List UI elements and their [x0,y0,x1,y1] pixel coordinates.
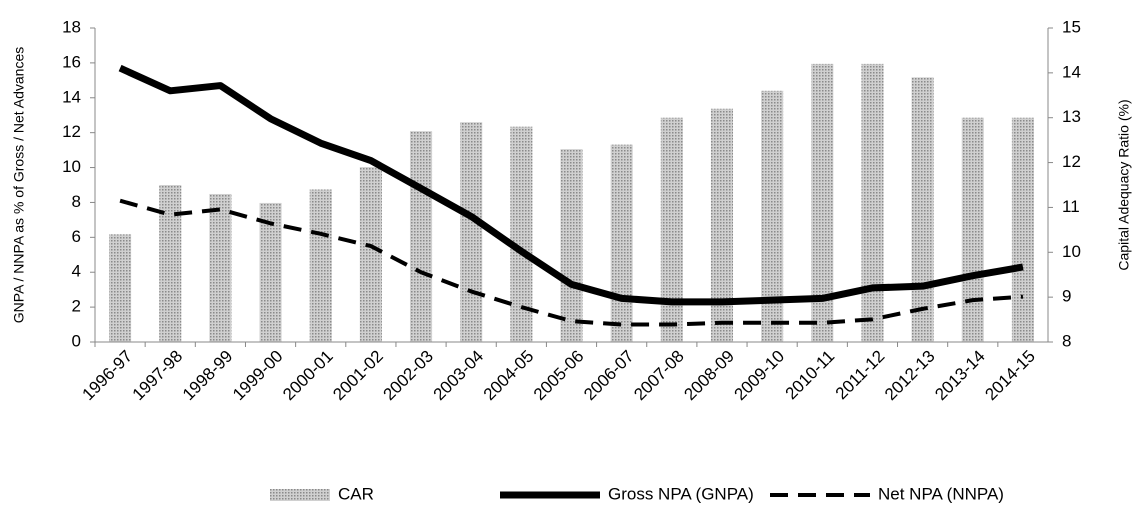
x-tick-label: 2011-12 [832,347,889,404]
bar [309,189,332,342]
y2-tick-label: 8 [1062,331,1071,350]
y2-tick-label: 15 [1062,17,1081,36]
bar [510,126,533,342]
bar [911,77,934,342]
y2-tick-label: 11 [1062,197,1080,216]
legend-label: Net NPA (NNPA) [878,484,1004,503]
x-tick-label: 2005-06 [530,347,588,405]
bar [259,202,282,342]
x-tick-label: 1999-00 [229,347,287,405]
bar [1011,117,1034,342]
x-tick-label: 2006-07 [580,347,638,405]
bar [409,131,433,342]
x-tick-label: 2013-14 [931,347,989,405]
x-tick-label: 2009-10 [731,347,789,405]
x-tick-label: 1998-99 [179,347,237,405]
y-tick-label: 4 [72,262,81,281]
y-tick-label: 6 [72,227,81,246]
x-tick-label: 2002-03 [379,347,437,405]
y-tick-label: 2 [72,297,81,316]
bar [811,63,834,343]
bar [209,193,232,342]
y-tick-label: 8 [72,192,81,211]
x-tick-label: 2010-11 [782,347,839,404]
x-tick-label: 2007-08 [630,347,688,405]
bar [710,108,734,342]
bar [610,144,633,342]
y-tick-label: 10 [62,157,81,176]
legend-label: CAR [338,484,374,503]
bar [761,90,784,342]
y2-tick-label: 10 [1062,242,1081,261]
line-series [119,198,1024,327]
x-tick-label: 1996-97 [79,347,137,405]
y-tick-label: 14 [62,87,81,106]
x-tick-label: 2004-05 [480,347,538,405]
y2-tick-label: 14 [1062,62,1081,81]
y-tick-label: 16 [62,52,81,71]
bar [861,63,884,343]
x-tick-label: 2008-09 [680,347,738,405]
y2-tick-label: 12 [1062,152,1081,171]
y-tick-label: 0 [72,331,81,350]
y-axis-title: GNPA / NNPA as % of Gross / Net Advances [11,47,27,323]
bar [159,185,182,342]
bar [961,117,984,342]
x-tick-label: 2014-15 [981,347,1039,405]
line-series [118,64,1024,306]
x-tick-label: 1997-98 [129,347,187,405]
bar [359,167,382,342]
legend-swatch [270,489,330,501]
y-tick-label: 12 [62,122,81,141]
x-tick-label: 2012-13 [881,347,939,405]
legend-label: Gross NPA (GNPA) [608,484,754,503]
bar [109,234,132,342]
y2-tick-label: 9 [1062,287,1071,306]
y-tick-label: 18 [62,17,81,36]
x-tick-label: 2003-04 [430,347,488,405]
y2-tick-label: 13 [1062,107,1081,126]
x-tick-label: 2000-01 [279,347,337,405]
x-tick-label: 2001-02 [329,347,387,405]
bar [660,117,683,342]
bar [560,149,583,342]
y2-axis-title: Capital Adequacy Ratio (%) [1116,99,1132,270]
bar [460,122,483,342]
